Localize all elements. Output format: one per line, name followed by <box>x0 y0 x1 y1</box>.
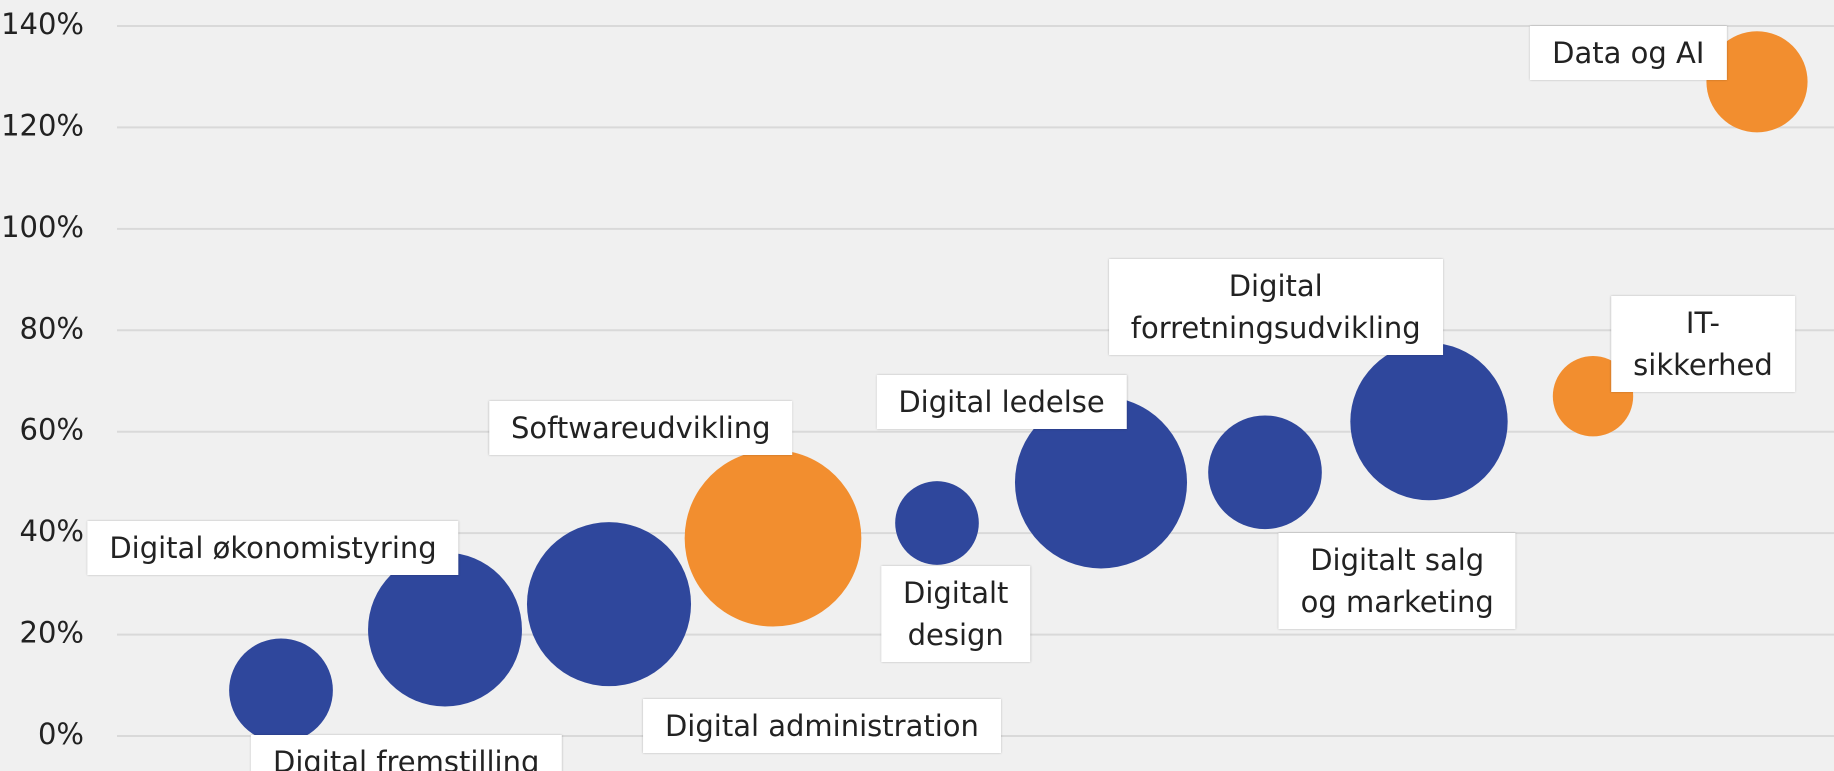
y-tick-label: 100% <box>1 210 84 244</box>
bubble-label: Data og AI <box>1530 25 1727 80</box>
bubble-label: Digitalt design <box>881 566 1031 663</box>
bubble-label: Softwareudvikling <box>489 401 793 456</box>
y-tick-label: 20% <box>20 616 84 650</box>
bubble <box>1350 342 1508 501</box>
bubble <box>1208 415 1322 530</box>
bubble <box>526 522 692 687</box>
y-tick-label: 40% <box>20 514 84 548</box>
bubble-label: Digital forretningsudvikling <box>1108 258 1443 355</box>
bubble-label: Digital økonomistyring <box>87 520 459 575</box>
y-tick-label: 80% <box>20 311 84 345</box>
bubble-label: Digital fremstilling <box>251 734 562 771</box>
bubble <box>684 449 862 627</box>
bubble-label: Digital administration <box>642 698 1001 753</box>
bubble-label: IT-sikkerhed <box>1611 295 1795 392</box>
bubble <box>1706 31 1808 133</box>
bubble <box>1014 396 1188 569</box>
bubble <box>895 481 979 565</box>
bubble-label: Digitalt salg og marketing <box>1278 533 1516 630</box>
y-tick-label: 120% <box>1 108 84 142</box>
y-tick-label: 60% <box>20 413 84 447</box>
y-tick-label: 140% <box>1 7 84 41</box>
bubble <box>368 552 522 707</box>
bubble <box>229 638 333 743</box>
y-tick-label: 0% <box>38 717 84 751</box>
bubble-label: Digital ledelse <box>876 374 1127 429</box>
